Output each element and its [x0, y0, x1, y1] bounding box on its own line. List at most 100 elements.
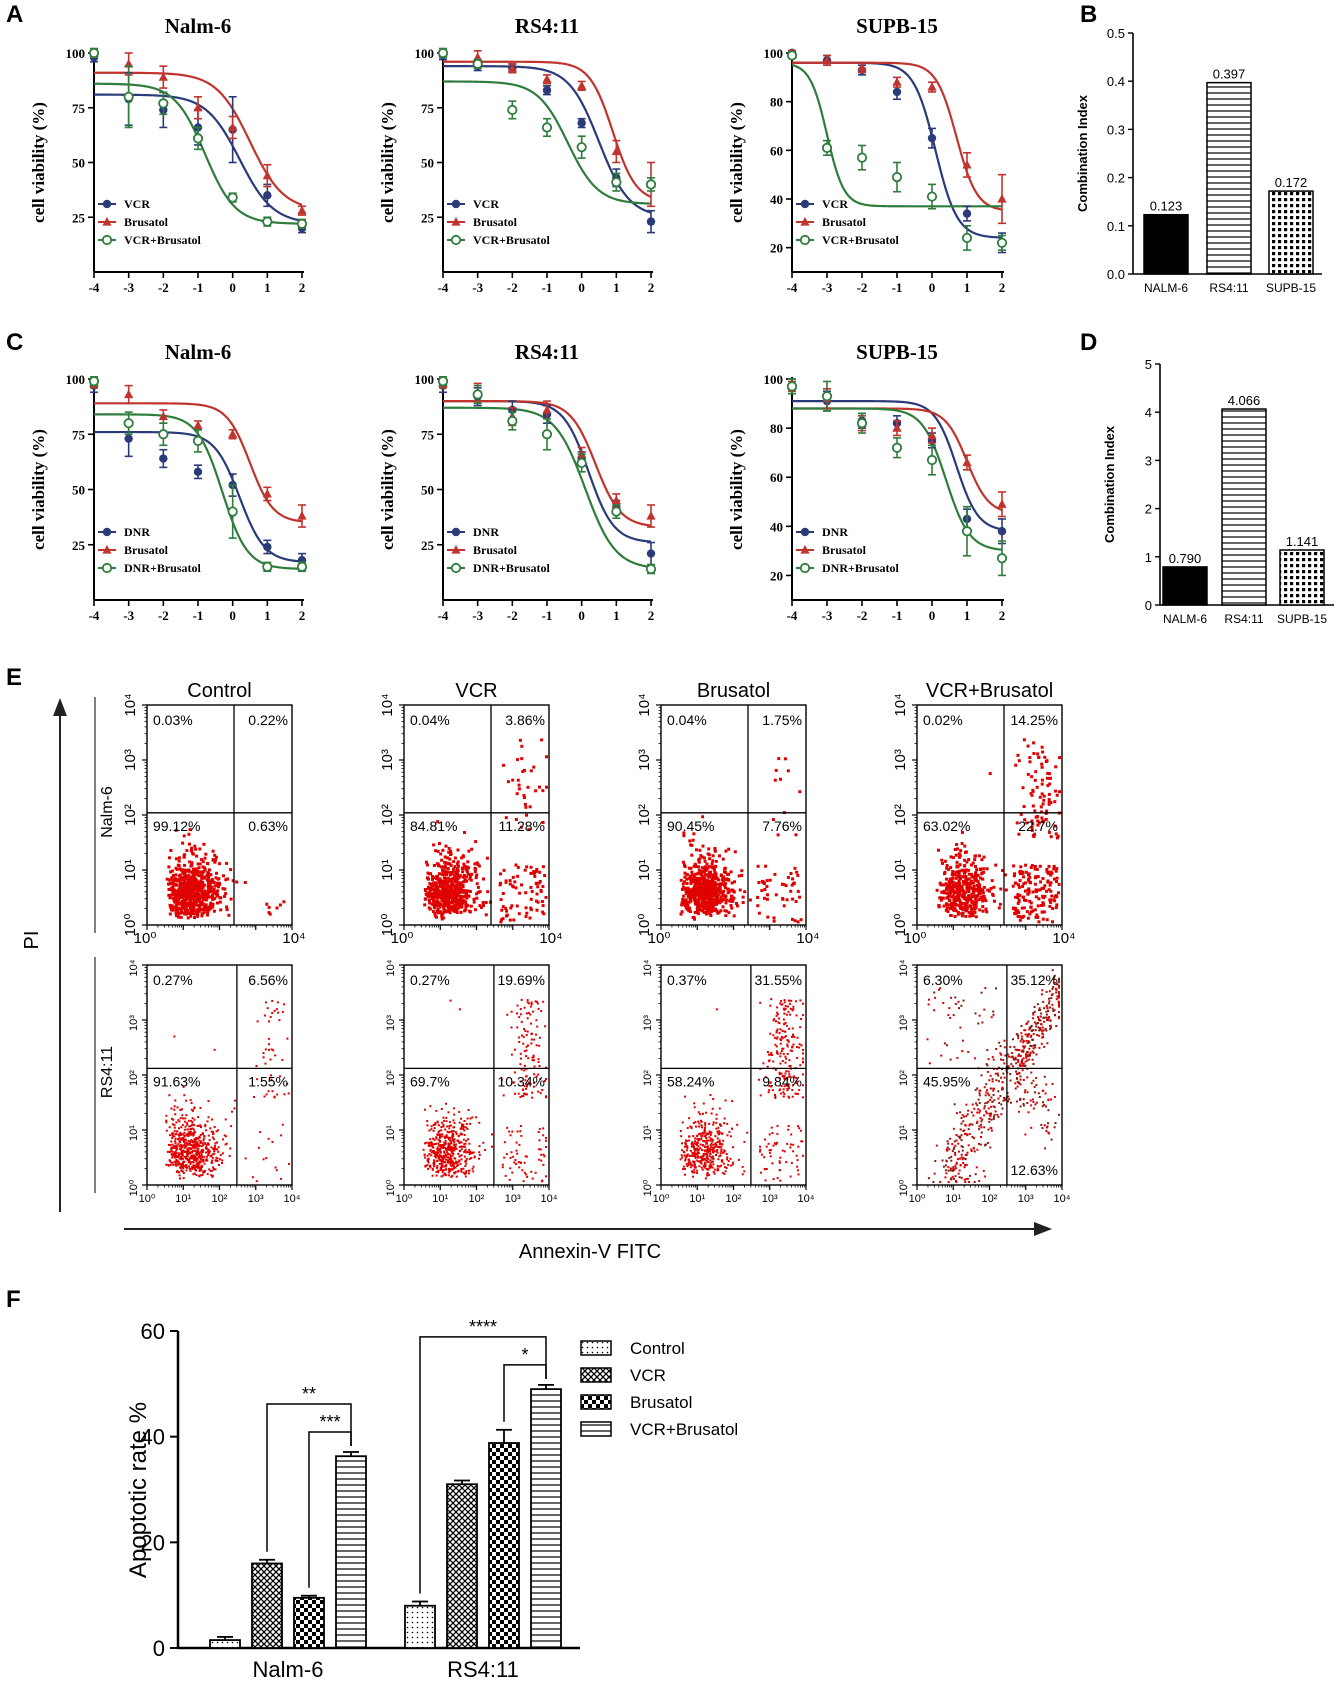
- y-decade-label: 10¹: [385, 1125, 397, 1141]
- event-dot: [684, 886, 687, 890]
- event-dot: [707, 1139, 710, 1142]
- event-dot: [783, 1012, 786, 1015]
- y-axis-label: cell viability (%): [378, 429, 397, 550]
- event-dot: [521, 1034, 523, 1037]
- data-point-dnr-brusatol: [821, 391, 833, 402]
- x-tick-label: -1: [542, 608, 553, 623]
- x-tick-label: NALM-6: [1163, 612, 1207, 626]
- event-dot: [517, 1092, 520, 1095]
- panel-letter-e: E: [6, 664, 22, 691]
- event-dot: [527, 828, 531, 832]
- event-dot: [471, 1167, 474, 1170]
- event-dot: [195, 1174, 198, 1176]
- event-dot: [468, 890, 472, 893]
- event-dot: [721, 857, 725, 861]
- event-dot: [679, 912, 683, 916]
- event-dot: [428, 882, 432, 886]
- event-dot: [776, 1028, 779, 1031]
- event-dot: [692, 1122, 695, 1125]
- event-dot: [438, 910, 442, 913]
- y-tick-label: 75: [421, 101, 435, 116]
- legend-marker: [451, 199, 461, 209]
- y-axis-label: cell viability (%): [727, 429, 746, 550]
- event-dot: [262, 1056, 265, 1059]
- event-dot: [200, 900, 204, 904]
- event-dot: [216, 901, 219, 905]
- event-dot: [779, 1042, 782, 1045]
- event-dot: [205, 906, 209, 910]
- event-dot: [201, 1174, 204, 1176]
- event-dot: [713, 894, 717, 898]
- event-dot: [542, 1000, 545, 1003]
- event-dot: [765, 1145, 768, 1148]
- event-dot: [782, 1047, 785, 1050]
- event-dot: [435, 1137, 438, 1140]
- data-point-dnr-brusatol: [541, 429, 553, 440]
- x-tick-label: -1: [542, 280, 553, 295]
- event-dot: [444, 1142, 447, 1145]
- legend-label: Brusatol: [124, 215, 169, 229]
- event-dot: [437, 889, 441, 893]
- legend-label: Brusatol: [822, 215, 867, 229]
- event-dot: [776, 1124, 779, 1127]
- event-dot: [168, 1150, 171, 1153]
- event-dot: [683, 1154, 686, 1157]
- event-dots: [679, 757, 803, 924]
- event-dot: [697, 858, 701, 862]
- event-dot: [786, 769, 790, 773]
- event-dot: [520, 1134, 523, 1137]
- event-dot: [448, 1125, 451, 1127]
- event-dot: [186, 877, 189, 881]
- event-dot: [213, 1126, 216, 1128]
- event-dot: [534, 881, 538, 885]
- event-dot: [491, 1133, 493, 1136]
- x-tick-label: -2: [158, 608, 169, 623]
- event-dots: [423, 738, 548, 924]
- bar-value-label: 0.123: [1150, 199, 1183, 214]
- event-dot: [187, 868, 191, 872]
- event-dot: [283, 1003, 286, 1006]
- event-dot: [535, 892, 539, 896]
- event-dot: [528, 916, 532, 920]
- event-dot: [443, 1150, 445, 1153]
- event-dot: [177, 859, 181, 863]
- event-dot: [213, 884, 217, 888]
- event-dot: [467, 1151, 470, 1154]
- event-dot: [466, 894, 470, 898]
- event-dot: [450, 1130, 453, 1133]
- event-dot: [791, 1035, 793, 1038]
- event-dot: [516, 1004, 519, 1007]
- event-dot: [713, 871, 717, 875]
- event-dot: [428, 901, 432, 905]
- event-dot: [437, 1124, 440, 1127]
- event-dot: [205, 878, 209, 882]
- event-dot: [203, 1135, 206, 1137]
- event-dot: [776, 1011, 779, 1014]
- event-dot: [275, 1008, 278, 1011]
- event-dot: [719, 1143, 721, 1146]
- event-dot: [709, 1147, 712, 1150]
- event-dot: [454, 1157, 457, 1160]
- event-dot: [733, 880, 736, 884]
- event-dot: [705, 1156, 708, 1159]
- event-dot: [433, 876, 437, 880]
- event-dot: [178, 873, 182, 877]
- event-dot: [719, 895, 723, 899]
- event-dot: [185, 891, 188, 895]
- data-point-brusatol: [542, 74, 552, 83]
- event-dot: [202, 1138, 205, 1141]
- event-dot: [224, 1118, 227, 1121]
- event-dot: [692, 894, 696, 898]
- event-dot: [275, 1169, 278, 1172]
- event-dot: [433, 1159, 435, 1162]
- event-dot: [727, 847, 731, 851]
- event-dot: [472, 1165, 475, 1168]
- event-dot: [505, 913, 509, 917]
- row-label-rs4-11: RS4:11: [99, 1046, 116, 1098]
- event-dot: [182, 881, 186, 885]
- event-dot: [703, 876, 707, 880]
- event-dot: [711, 1149, 714, 1152]
- event-dot: [454, 1166, 457, 1169]
- event-dot: [715, 1117, 718, 1120]
